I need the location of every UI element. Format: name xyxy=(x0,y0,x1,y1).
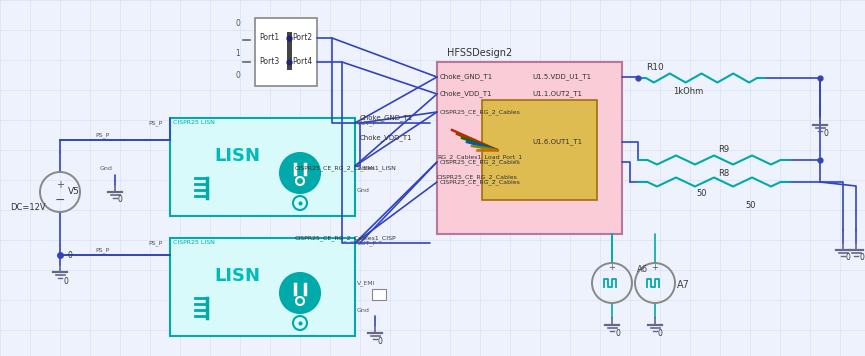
Text: 0: 0 xyxy=(235,19,240,27)
Text: CISPR25_CE_RG_2_Cables: CISPR25_CE_RG_2_Cables xyxy=(437,174,518,180)
Text: V_EMI: V_EMI xyxy=(357,280,375,286)
Text: 0: 0 xyxy=(235,72,240,80)
Text: CISPR25_CE_RG_2_Cables: CISPR25_CE_RG_2_Cables xyxy=(440,179,521,185)
Text: Port3: Port3 xyxy=(259,58,279,67)
Text: R10: R10 xyxy=(646,63,663,73)
Text: 1: 1 xyxy=(235,48,240,58)
Text: RG_2_Cables1_Load_Port_1: RG_2_Cables1_Load_Port_1 xyxy=(437,154,522,160)
Text: Port2: Port2 xyxy=(292,33,312,42)
Text: U1.5.VDD_U1_T1: U1.5.VDD_U1_T1 xyxy=(532,74,591,80)
Text: R9: R9 xyxy=(718,146,729,155)
Text: U1.6.OUT1_T1: U1.6.OUT1_T1 xyxy=(532,138,582,145)
Text: CISPR25_CE_RG_2_Cables1_LISN: CISPR25_CE_RG_2_Cables1_LISN xyxy=(295,165,397,171)
Text: CISPR25_CE_RG_2_Cables: CISPR25_CE_RG_2_Cables xyxy=(440,109,521,115)
Text: R8: R8 xyxy=(718,169,729,178)
Text: Gnd: Gnd xyxy=(357,188,370,193)
Text: HFSSDesign2: HFSSDesign2 xyxy=(447,48,512,58)
Text: Choke_GND_T1: Choke_GND_T1 xyxy=(440,74,493,80)
Text: CISPR25_CE_RG_2_Cables1_CISP: CISPR25_CE_RG_2_Cables1_CISP xyxy=(295,235,397,241)
FancyBboxPatch shape xyxy=(255,18,317,86)
Text: Gnd: Gnd xyxy=(100,166,112,171)
Text: 0: 0 xyxy=(658,329,663,337)
Text: Port1: Port1 xyxy=(259,33,279,42)
Text: PS_P: PS_P xyxy=(95,247,109,253)
Circle shape xyxy=(280,273,320,313)
Text: −: − xyxy=(54,194,65,206)
Text: +: + xyxy=(56,180,64,190)
Text: 0: 0 xyxy=(63,277,67,287)
Text: +: + xyxy=(609,262,615,272)
Text: Gnd: Gnd xyxy=(357,308,370,313)
Text: A6: A6 xyxy=(637,265,648,273)
Text: Choke_GND_T1: Choke_GND_T1 xyxy=(360,115,413,121)
Text: Choke_VDD_T1: Choke_VDD_T1 xyxy=(360,135,413,141)
Text: 0: 0 xyxy=(118,195,123,204)
Text: +: + xyxy=(651,262,658,272)
Text: DC=12V: DC=12V xyxy=(10,203,46,211)
Text: PS_P: PS_P xyxy=(148,240,163,246)
Text: LISN: LISN xyxy=(214,267,260,285)
Text: CISPR25 LISN: CISPR25 LISN xyxy=(173,120,215,126)
Text: 0: 0 xyxy=(378,336,383,346)
Text: 50: 50 xyxy=(696,189,707,199)
FancyBboxPatch shape xyxy=(482,100,597,200)
Text: V5: V5 xyxy=(68,188,80,197)
Text: 0: 0 xyxy=(859,253,864,262)
Text: 0: 0 xyxy=(615,329,620,337)
FancyBboxPatch shape xyxy=(437,62,622,234)
Text: 50: 50 xyxy=(745,201,755,210)
Text: EUT_P: EUT_P xyxy=(357,240,376,246)
Text: PS_P: PS_P xyxy=(148,120,163,126)
Text: LISN: LISN xyxy=(214,147,260,165)
Text: Choke_VDD_T1: Choke_VDD_T1 xyxy=(440,91,493,98)
FancyBboxPatch shape xyxy=(170,118,355,216)
FancyBboxPatch shape xyxy=(170,238,355,336)
Circle shape xyxy=(280,153,320,193)
Text: Port4: Port4 xyxy=(292,58,312,67)
Text: 1kOhm: 1kOhm xyxy=(673,88,703,96)
Text: 0: 0 xyxy=(68,251,73,260)
Text: EUT_P: EUT_P xyxy=(357,120,376,126)
Text: 0: 0 xyxy=(823,130,828,138)
FancyBboxPatch shape xyxy=(372,289,386,300)
Text: 0: 0 xyxy=(846,253,851,262)
Text: CISPR25_CE_RG_2_Cables: CISPR25_CE_RG_2_Cables xyxy=(440,159,521,165)
Text: U1.1.OUT2_T1: U1.1.OUT2_T1 xyxy=(532,91,582,98)
Text: V_EMI: V_EMI xyxy=(357,165,375,171)
Text: A7: A7 xyxy=(677,280,690,290)
Text: CISPR25 LISN: CISPR25 LISN xyxy=(173,241,215,246)
Text: PS_P: PS_P xyxy=(95,132,109,138)
FancyBboxPatch shape xyxy=(287,32,292,70)
